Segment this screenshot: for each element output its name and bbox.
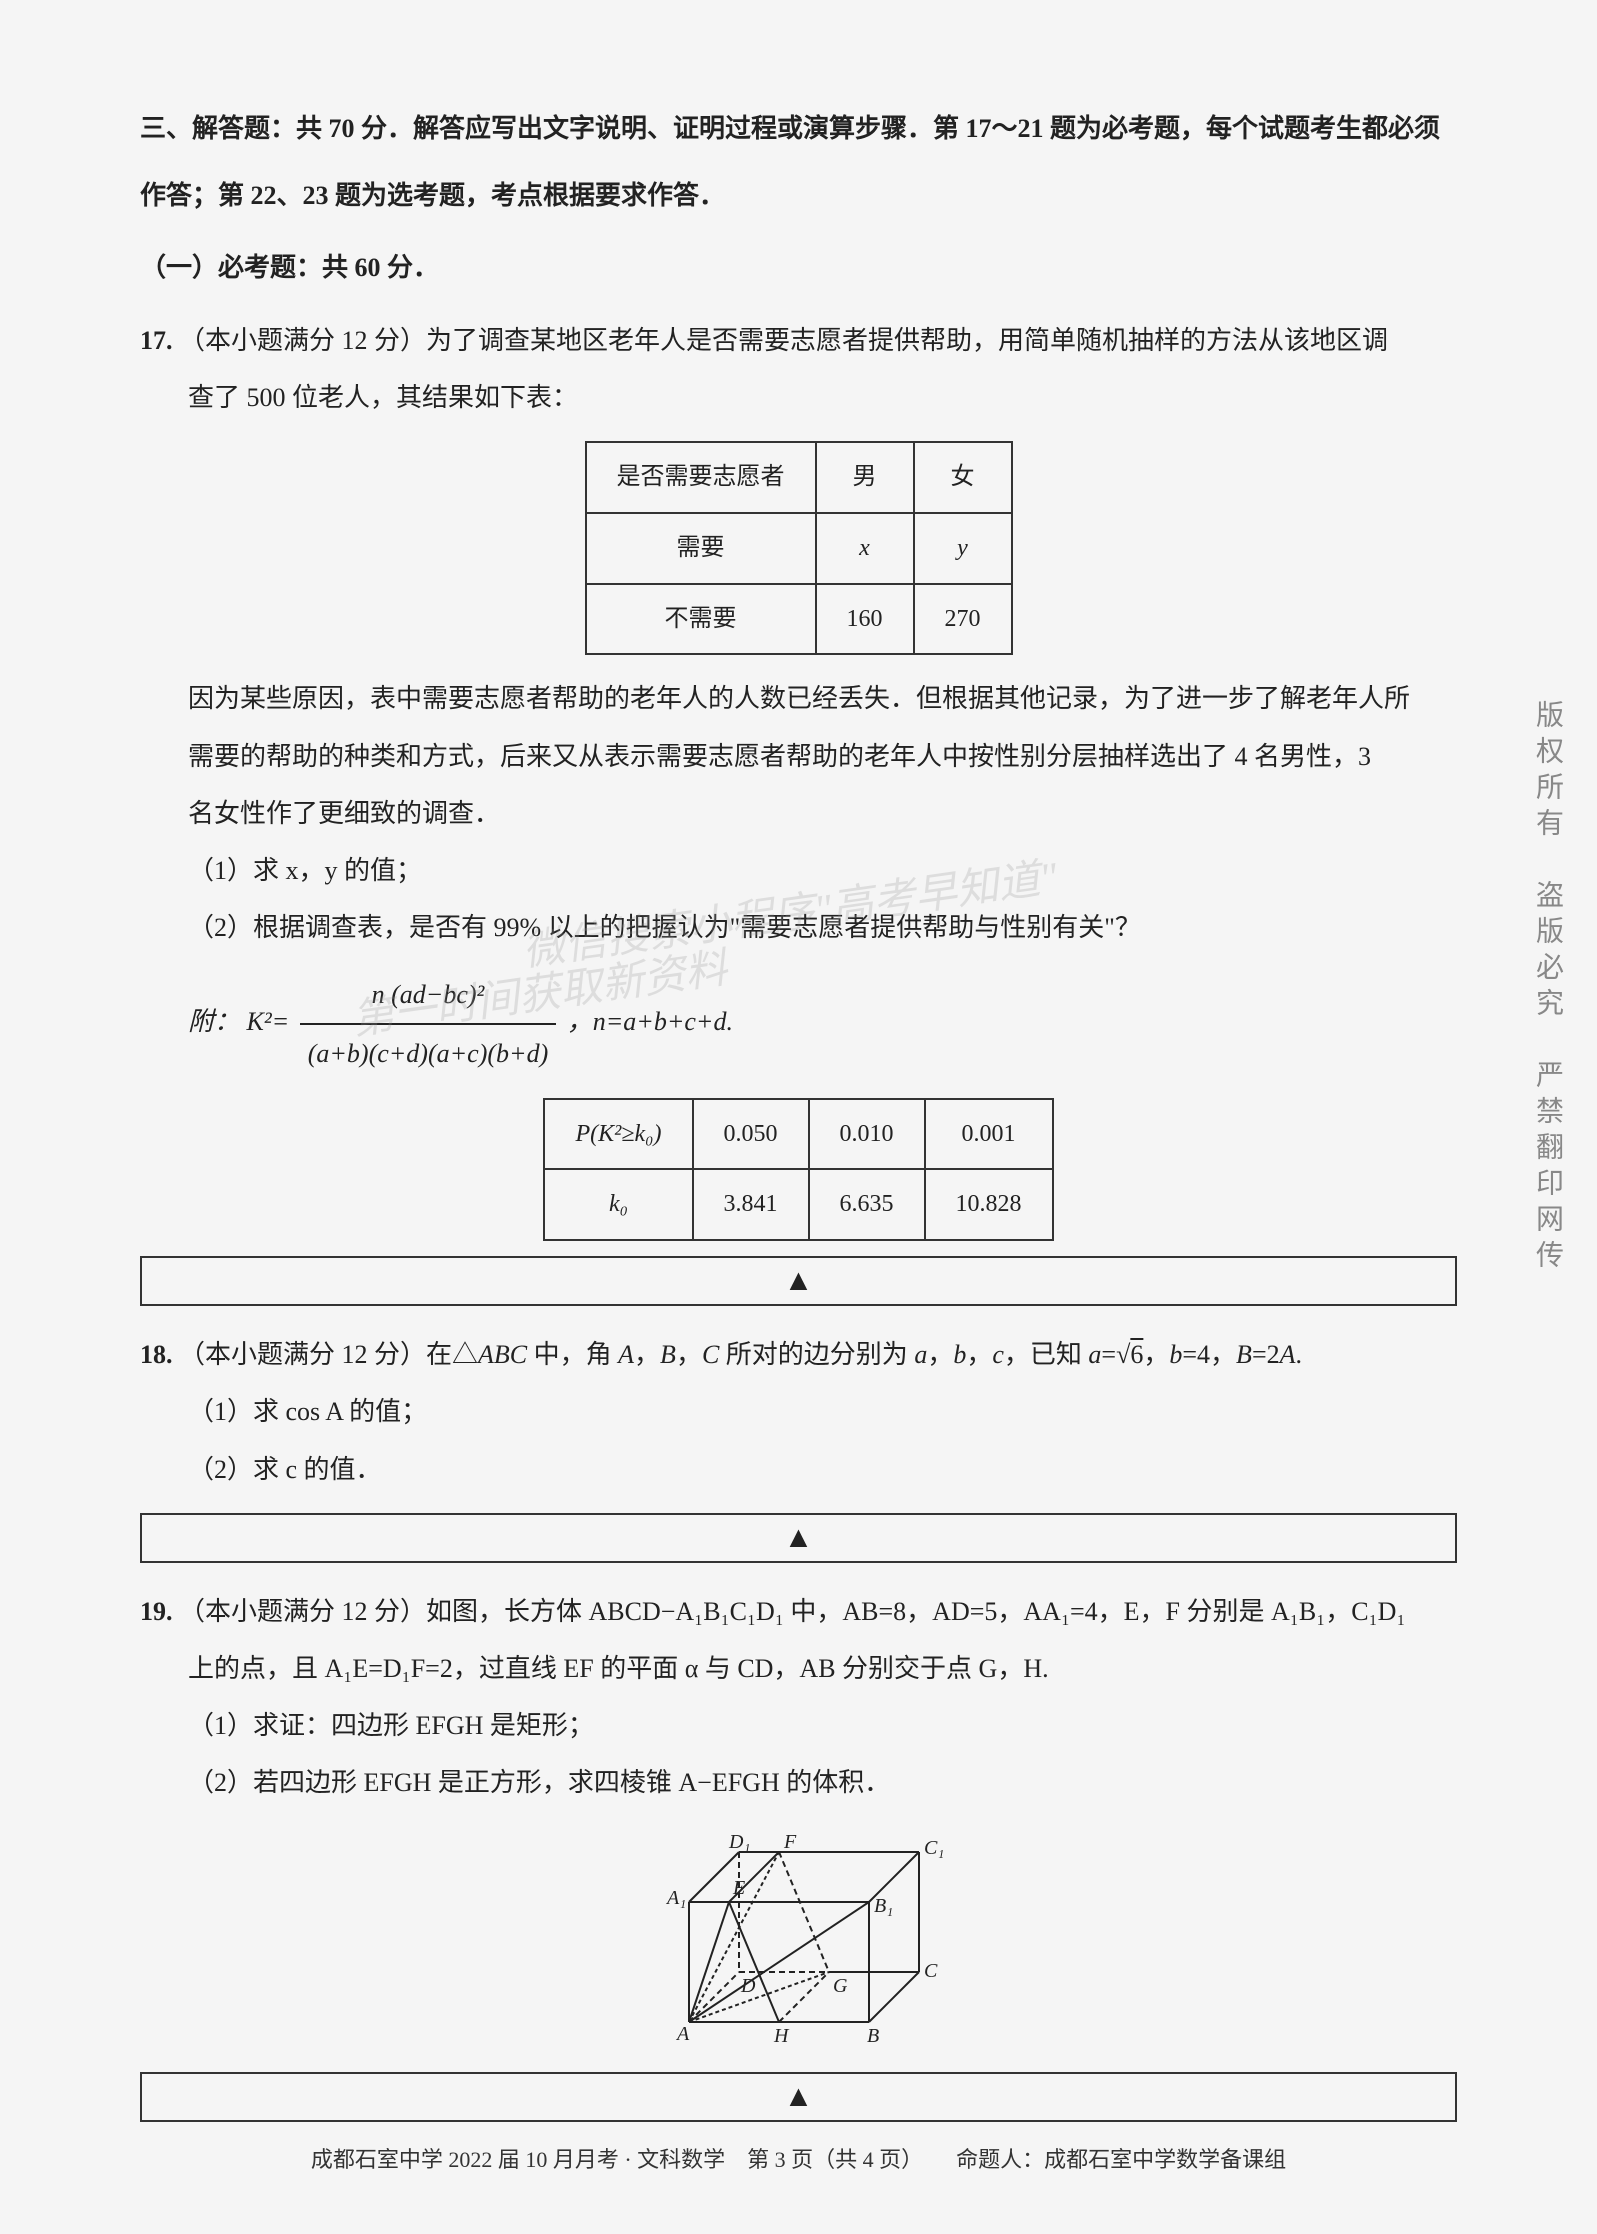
q19-intro: （本小题满分 12 分）如图，长方体 ABCD−A₁B₁C₁D₁ 中，AB=8，… [179, 1597, 1406, 1626]
k2-r0c0: P(K²≥k₀) [544, 1099, 692, 1170]
label-B1: B₁ [874, 1895, 893, 1917]
question-17: 17. （本小题满分 12 分）为了调查某地区老年人是否需要志愿者提供帮助，用简… [140, 312, 1457, 1307]
q18-sub1: （1）求 cos A 的值； [140, 1383, 1457, 1440]
q17-formula: 附： K²= n (ad−bc)² (a+b)(c+d)(a+c)(b+d) ，… [140, 966, 1457, 1082]
subsection-header: （一）必考题：共 60 分． [140, 239, 1457, 296]
q17-intro: （本小题满分 12 分）为了调查某地区老年人是否需要志愿者提供帮助，用简单随机抽… [179, 326, 1388, 355]
q19-number: 19. [140, 1597, 173, 1626]
q18-number: 18. [140, 1340, 173, 1369]
section3-header-line1: 三、解答题：共 70 分．解答应写出文字说明、证明过程或演算步骤．第 17～21… [140, 100, 1457, 157]
triangle-icon: ▲ [784, 1505, 814, 1571]
q17-table-r1c2: 270 [914, 584, 1012, 655]
q17-formula-lhs: K²= [247, 1007, 290, 1036]
q17-table-h2: 女 [914, 442, 1012, 513]
section3-header-line2: 作答；第 22、23 题为选考题，考点根据要求作答． [140, 167, 1457, 224]
q17-formula-frac: n (ad−bc)² (a+b)(c+d)(a+c)(b+d) [300, 966, 557, 1082]
q17-table-r1c1: 160 [816, 584, 914, 655]
q19-figure: D₁ F C₁ A₁ E B₁ D G C A H B [140, 1832, 1457, 2052]
q17-para2: 需要的帮助的种类和方式，后来又从表示需要志愿者帮助的老年人中按性别分层抽样选出了… [140, 728, 1457, 785]
q19-sub1: （1）求证：四边形 EFGH 是矩形； [140, 1697, 1457, 1754]
label-D1: D₁ [728, 1832, 750, 1853]
label-B: B [867, 2025, 879, 2047]
q19-sub2: （2）若四边形 EFGH 是正方形，求四棱锥 A−EFGH 的体积． [140, 1754, 1457, 1811]
q17-table-h1: 男 [816, 442, 914, 513]
q17-para3: 名女性作了更细致的调查． [140, 785, 1457, 842]
label-G: G [833, 1975, 848, 1997]
triangle-icon: ▲ [784, 2064, 814, 2130]
q17-table-r0c0: 需要 [586, 513, 816, 584]
q17-formula-tail: ，n=a+b+c+d. [567, 1007, 733, 1036]
question-19: 19. （本小题满分 12 分）如图，长方体 ABCD−A₁B₁C₁D₁ 中，A… [140, 1583, 1457, 2122]
cuboid-diagram: D₁ F C₁ A₁ E B₁ D G C A H B [629, 1832, 969, 2052]
k2-r1c2: 6.635 [809, 1169, 925, 1240]
k2-r1c3: 10.828 [925, 1169, 1053, 1240]
question-18: 18. （本小题满分 12 分）在△ABC 中，角 A，B，C 所对的边分别为 … [140, 1326, 1457, 1563]
triangle-icon: ▲ [784, 1248, 814, 1314]
q17-answer-box: ▲ [140, 1256, 1457, 1306]
label-A: A [675, 2023, 690, 2045]
label-E: E [732, 1877, 745, 1899]
page-footer: 成都石室中学 2022 届 10 月月考 · 文科数学 第 3 页（共 4 页）… [0, 2142, 1597, 2174]
q18-answer-box: ▲ [140, 1513, 1457, 1563]
k2-r1c0: k₀ [544, 1169, 692, 1240]
q17-table-r0c2: y [914, 513, 1012, 584]
q18-sub2: （2）求 c 的值． [140, 1441, 1457, 1498]
q18-intro: （本小题满分 12 分）在△ABC 中，角 A，B，C 所对的边分别为 a，b，… [179, 1340, 1302, 1369]
label-F: F [783, 1832, 797, 1853]
label-H: H [773, 2025, 790, 2047]
q17-sub2: （2）根据调查表，是否有 99% 以上的把握认为"需要志愿者提供帮助与性别有关"… [140, 899, 1457, 956]
q17-para1: 因为某些原因，表中需要志愿者帮助的老年人的人数已经丢失．但根据其他记录，为了进一… [140, 670, 1457, 727]
q17-number: 17. [140, 326, 173, 355]
k2-r0c2: 0.010 [809, 1099, 925, 1170]
q17-data-table: 是否需要志愿者 男 女 需要 x y 不需要 160 270 [585, 441, 1013, 655]
q17-formula-den: (a+b)(c+d)(a+c)(b+d) [300, 1025, 557, 1082]
k2-r0c1: 0.050 [693, 1099, 809, 1170]
q17-formula-num: n (ad−bc)² [300, 966, 557, 1025]
q17-table-r0c1: x [816, 513, 914, 584]
label-C: C [924, 1960, 938, 1982]
q17-sub1: （1）求 x，y 的值； [140, 842, 1457, 899]
label-A1: A₁ [665, 1887, 686, 1909]
q17-table-r1c0: 不需要 [586, 584, 816, 655]
q17-formula-label: 附： [188, 1007, 240, 1036]
q17-table-h0: 是否需要志愿者 [586, 442, 816, 513]
q17-k2-table: P(K²≥k₀) 0.050 0.010 0.001 k₀ 3.841 6.63… [543, 1098, 1053, 1242]
side-copyright-text: 版权所有 盗版必究 严禁翻印网传 [1527, 700, 1567, 1276]
label-D: D [740, 1975, 756, 1997]
k2-r1c1: 3.841 [693, 1169, 809, 1240]
page-content: 三、解答题：共 70 分．解答应写出文字说明、证明过程或演算步骤．第 17～21… [140, 100, 1457, 2122]
label-C1: C₁ [924, 1837, 944, 1859]
q19-intro2: 上的点，且 A₁E=D₁F=2，过直线 EF 的平面 α 与 CD，AB 分别交… [140, 1640, 1457, 1697]
q19-answer-box: ▲ [140, 2072, 1457, 2122]
k2-r0c3: 0.001 [925, 1099, 1053, 1170]
q17-intro2: 查了 500 位老人，其结果如下表： [140, 369, 1457, 426]
